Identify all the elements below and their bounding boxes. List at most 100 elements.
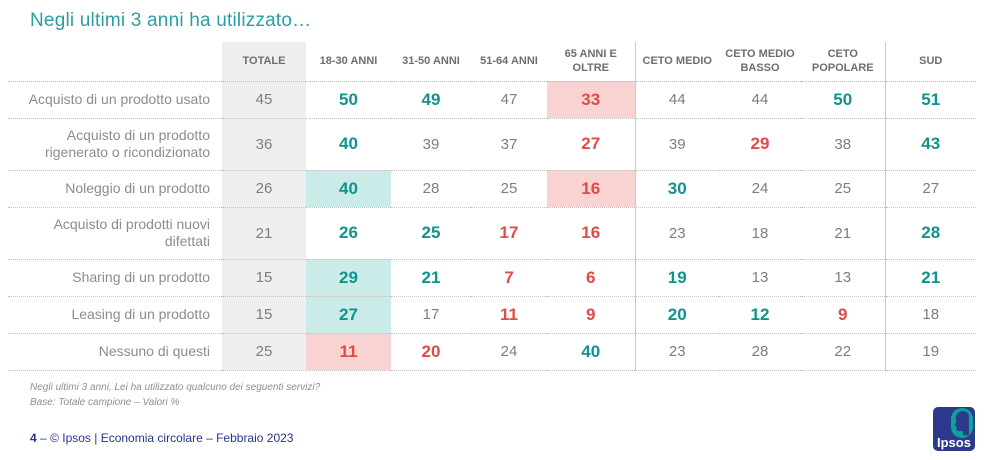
table-cell: 9 bbox=[801, 296, 885, 334]
table-cell: 9 bbox=[547, 296, 635, 334]
table-cell: 43 bbox=[884, 118, 976, 171]
table-cell: 51 bbox=[884, 81, 976, 119]
table-cell: 22 bbox=[801, 333, 885, 371]
table-cell: 49 bbox=[391, 81, 471, 119]
table-cell: 47 bbox=[471, 81, 547, 119]
table-cell: 21 bbox=[801, 207, 885, 260]
table-cell: 26 bbox=[306, 207, 391, 260]
table-cell: 29 bbox=[306, 259, 391, 297]
table-cell: 6 bbox=[547, 259, 635, 297]
table-body: Acquisto di un prodotto usato 45 50 49 47 33 4… bbox=[8, 81, 976, 371]
table-cell: 23 bbox=[634, 207, 719, 260]
row-label: Acquisto di un prodotto rigenerato o ric… bbox=[8, 118, 222, 171]
table-cell: 40 bbox=[306, 170, 391, 208]
table-row: Acquisto di prodotti nuovi difettati 21 26… bbox=[8, 207, 976, 260]
footer-text: © Ipsos | Economia circolare – Febbraio … bbox=[50, 431, 294, 445]
table-cell: 44 bbox=[719, 81, 801, 119]
table-cell: 17 bbox=[391, 296, 471, 334]
footnote-question: Negli ultimi 3 anni, Lei ha utilizzato q… bbox=[30, 381, 321, 393]
table-header: TOTALE 18-30 ANNI 31-50 ANNI 51-64 ANNI 65 A… bbox=[8, 42, 976, 82]
table-cell: 28 bbox=[719, 333, 801, 371]
footer-dash: – bbox=[40, 431, 47, 445]
table-cell: 16 bbox=[547, 170, 635, 208]
table-cell: 18 bbox=[719, 207, 801, 260]
table-cell: 40 bbox=[547, 333, 635, 371]
table-cell: 37 bbox=[471, 118, 547, 171]
column-header-empty bbox=[8, 42, 222, 82]
table-cell: 40 bbox=[306, 118, 391, 171]
table-cell: 19 bbox=[884, 333, 976, 371]
table-cell: 21 bbox=[884, 259, 976, 297]
table-cell: 21 bbox=[391, 259, 471, 297]
row-label: Leasing di un prodotto bbox=[8, 296, 222, 334]
table-cell: 27 bbox=[547, 118, 635, 171]
table-cell: 7 bbox=[471, 259, 547, 297]
table-cell: 25 bbox=[391, 207, 471, 260]
table-cell: 39 bbox=[634, 118, 719, 171]
column-header-31-50-anni: 31-50 ANNI bbox=[391, 42, 471, 82]
table-cell: 12 bbox=[719, 296, 801, 334]
table-cell: 13 bbox=[801, 259, 885, 297]
table-cell: 24 bbox=[471, 333, 547, 371]
table-cell: 28 bbox=[884, 207, 976, 260]
table-cell: 50 bbox=[306, 81, 391, 119]
footnote-base: Base: Totale campione – Valori % bbox=[30, 396, 180, 408]
table-cell: 15 bbox=[222, 259, 306, 297]
table-row: Acquisto di un prodotto rigenerato o ric… bbox=[8, 118, 976, 171]
table-cell: 28 bbox=[391, 170, 471, 208]
table-row: Noleggio di un prodotto 26 40 28 25 16 30 24 25 2… bbox=[8, 170, 976, 208]
table-cell: 19 bbox=[634, 259, 719, 297]
table-cell: 27 bbox=[884, 170, 976, 208]
table-cell: 20 bbox=[634, 296, 719, 334]
header-row: TOTALE 18-30 ANNI 31-50 ANNI 51-64 ANNI 65 A… bbox=[8, 42, 976, 82]
table-cell: 26 bbox=[222, 170, 306, 208]
table-cell: 24 bbox=[719, 170, 801, 208]
table-row: Acquisto di un prodotto usato 45 50 49 47 33 4… bbox=[8, 81, 976, 119]
table-cell: 15 bbox=[222, 296, 306, 334]
table-cell: 39 bbox=[391, 118, 471, 171]
table-cell: 36 bbox=[222, 118, 306, 171]
table-cell: 29 bbox=[719, 118, 801, 171]
table-cell: 33 bbox=[547, 81, 635, 119]
page-title: Negli ultimi 3 anni ha utilizzato… bbox=[30, 10, 312, 31]
footer: 4 – © Ipsos | Economia circolare – Febbr… bbox=[30, 431, 293, 445]
table-cell: 20 bbox=[391, 333, 471, 371]
column-header-65-anni-e-oltre: 65 ANNI E OLTRE bbox=[547, 42, 635, 82]
column-header-totale: TOTALE bbox=[222, 42, 306, 82]
svg-text:Ipsos: Ipsos bbox=[937, 435, 971, 450]
row-label: Acquisto di un prodotto usato bbox=[8, 81, 222, 119]
table-cell: 44 bbox=[634, 81, 719, 119]
column-header-18-30-anni: 18-30 ANNI bbox=[306, 42, 391, 82]
row-label: Noleggio di un prodotto bbox=[8, 170, 222, 208]
table-cell: 25 bbox=[222, 333, 306, 371]
table-row: Leasing di un prodotto 15 27 17 11 9 20 12 9 18 bbox=[8, 296, 976, 334]
page-number: 4 bbox=[30, 431, 37, 445]
table-cell: 27 bbox=[306, 296, 391, 334]
table-cell: 11 bbox=[471, 296, 547, 334]
column-header-ceto-medio: CETO MEDIO bbox=[634, 42, 719, 82]
column-header-ceto-medio-basso: CETO MEDIO BASSO bbox=[719, 42, 801, 82]
row-label: Acquisto di prodotti nuovi difettati bbox=[8, 207, 222, 260]
row-label: Nessuno di questi bbox=[8, 333, 222, 371]
table-cell: 13 bbox=[719, 259, 801, 297]
ipsos-logo-icon: Ipsos bbox=[933, 407, 975, 451]
row-label: Sharing di un prodotto bbox=[8, 259, 222, 297]
table-cell: 17 bbox=[471, 207, 547, 260]
column-header-ceto-popolare: CETO POPOLARE bbox=[801, 42, 885, 82]
column-header-sud: SUD bbox=[884, 42, 976, 82]
table-cell: 11 bbox=[306, 333, 391, 371]
table-row: Sharing di un prodotto 15 29 21 7 6 19 13 13 21 bbox=[8, 259, 976, 297]
footnotes: Negli ultimi 3 anni, Lei ha utilizzato q… bbox=[30, 380, 984, 410]
table-row: Nessuno di questi 25 11 20 24 40 23 28 22 19 bbox=[8, 333, 976, 371]
table-cell: 30 bbox=[634, 170, 719, 208]
table-cell: 45 bbox=[222, 81, 306, 119]
table-cell: 16 bbox=[547, 207, 635, 260]
table-cell: 21 bbox=[222, 207, 306, 260]
table-cell: 50 bbox=[801, 81, 885, 119]
table-cell: 23 bbox=[634, 333, 719, 371]
table-cell: 38 bbox=[801, 118, 885, 171]
table-cell: 25 bbox=[471, 170, 547, 208]
data-table: TOTALE 18-30 ANNI 31-50 ANNI 51-64 ANNI 65 A… bbox=[8, 42, 976, 371]
table-cell: 25 bbox=[801, 170, 885, 208]
ipsos-logo: Ipsos bbox=[932, 405, 976, 458]
